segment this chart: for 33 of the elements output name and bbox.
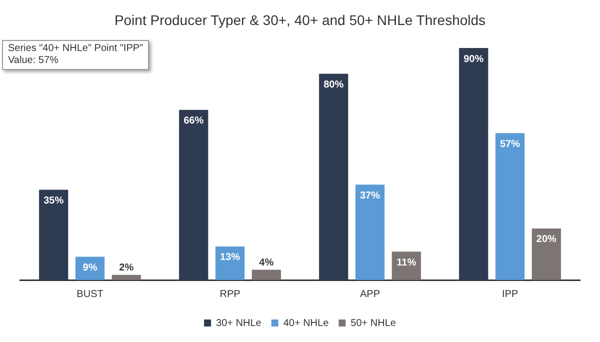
- data-label: 9%: [82, 262, 98, 274]
- bar: [392, 252, 421, 280]
- data-label: 2%: [119, 262, 134, 274]
- x-tick-label: RPP: [220, 288, 241, 300]
- bar: [319, 74, 348, 280]
- data-label: 13%: [220, 252, 240, 264]
- data-label: 90%: [464, 54, 484, 65]
- annotation: Value: 57%: [8, 55, 60, 67]
- legend-label: 30+ NHLe: [216, 318, 262, 329]
- data-label: 57%: [500, 138, 520, 150]
- chart-title: Point Producer Typer & 30+, 40+ and 50+ NHLe Thresholds: [113, 12, 487, 28]
- annotation: Series "40+ NHLe" Point "IPP": [8, 43, 144, 55]
- bar: [179, 110, 208, 280]
- data-label: 37%: [360, 190, 380, 202]
- bar: [495, 133, 525, 280]
- data-label: 11%: [396, 257, 416, 268]
- bar: [215, 246, 245, 280]
- bar: [39, 190, 68, 280]
- x-tick-label: APP: [360, 288, 380, 300]
- data-label: 35%: [44, 196, 64, 207]
- bar: [459, 48, 488, 280]
- bar: [252, 270, 281, 280]
- data-label: 66%: [184, 116, 204, 127]
- bar: [355, 184, 385, 280]
- legend-label: 40+ NHLe: [283, 318, 330, 329]
- data-label: 80%: [324, 80, 344, 91]
- bar: [532, 228, 561, 280]
- x-tick-label: IPP: [502, 288, 518, 300]
- data-label: 20%: [536, 234, 557, 246]
- bar: [112, 274, 141, 280]
- x-tick-label: BUST: [76, 288, 104, 300]
- legend-label: 50+ NHLe: [350, 318, 396, 329]
- data-label: 4%: [259, 257, 274, 268]
